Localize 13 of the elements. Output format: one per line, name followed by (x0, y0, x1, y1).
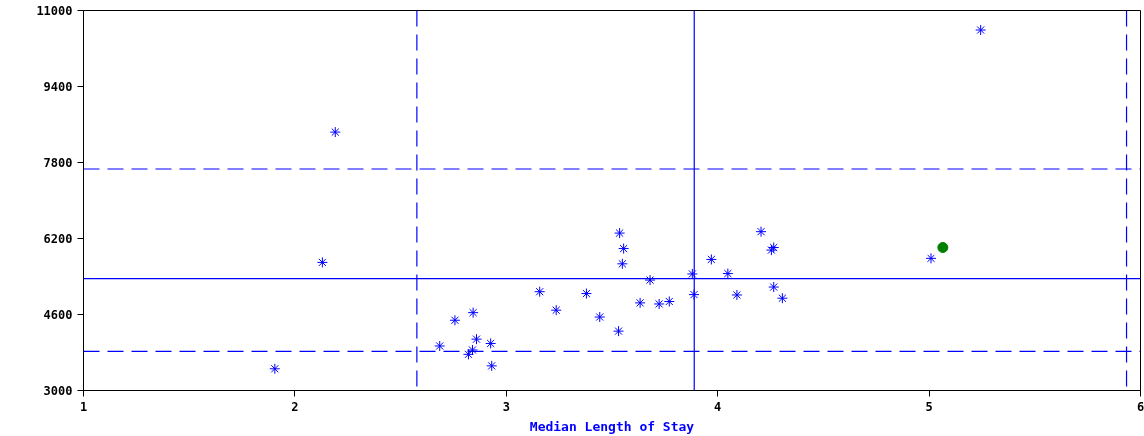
y-tick-label: 3000 (43, 384, 73, 398)
x-axis-title: Median Length of Stay (529, 418, 695, 434)
x-tick-label: 3 (502, 399, 510, 414)
y-tick-label: 4600 (43, 308, 73, 322)
y-tick-label: 11000 (36, 4, 73, 18)
x-tick-label: 6 (1136, 399, 1144, 414)
x-tick-label: 4 (714, 399, 722, 414)
x-tick-label: 2 (291, 399, 299, 414)
y-tick-label: 6200 (43, 232, 73, 246)
x-tick-label: 1 (79, 399, 88, 414)
x-tick-label: 5 (925, 399, 933, 414)
y-tick-label: 7800 (43, 156, 73, 170)
y-tick-label: 9400 (43, 80, 73, 94)
